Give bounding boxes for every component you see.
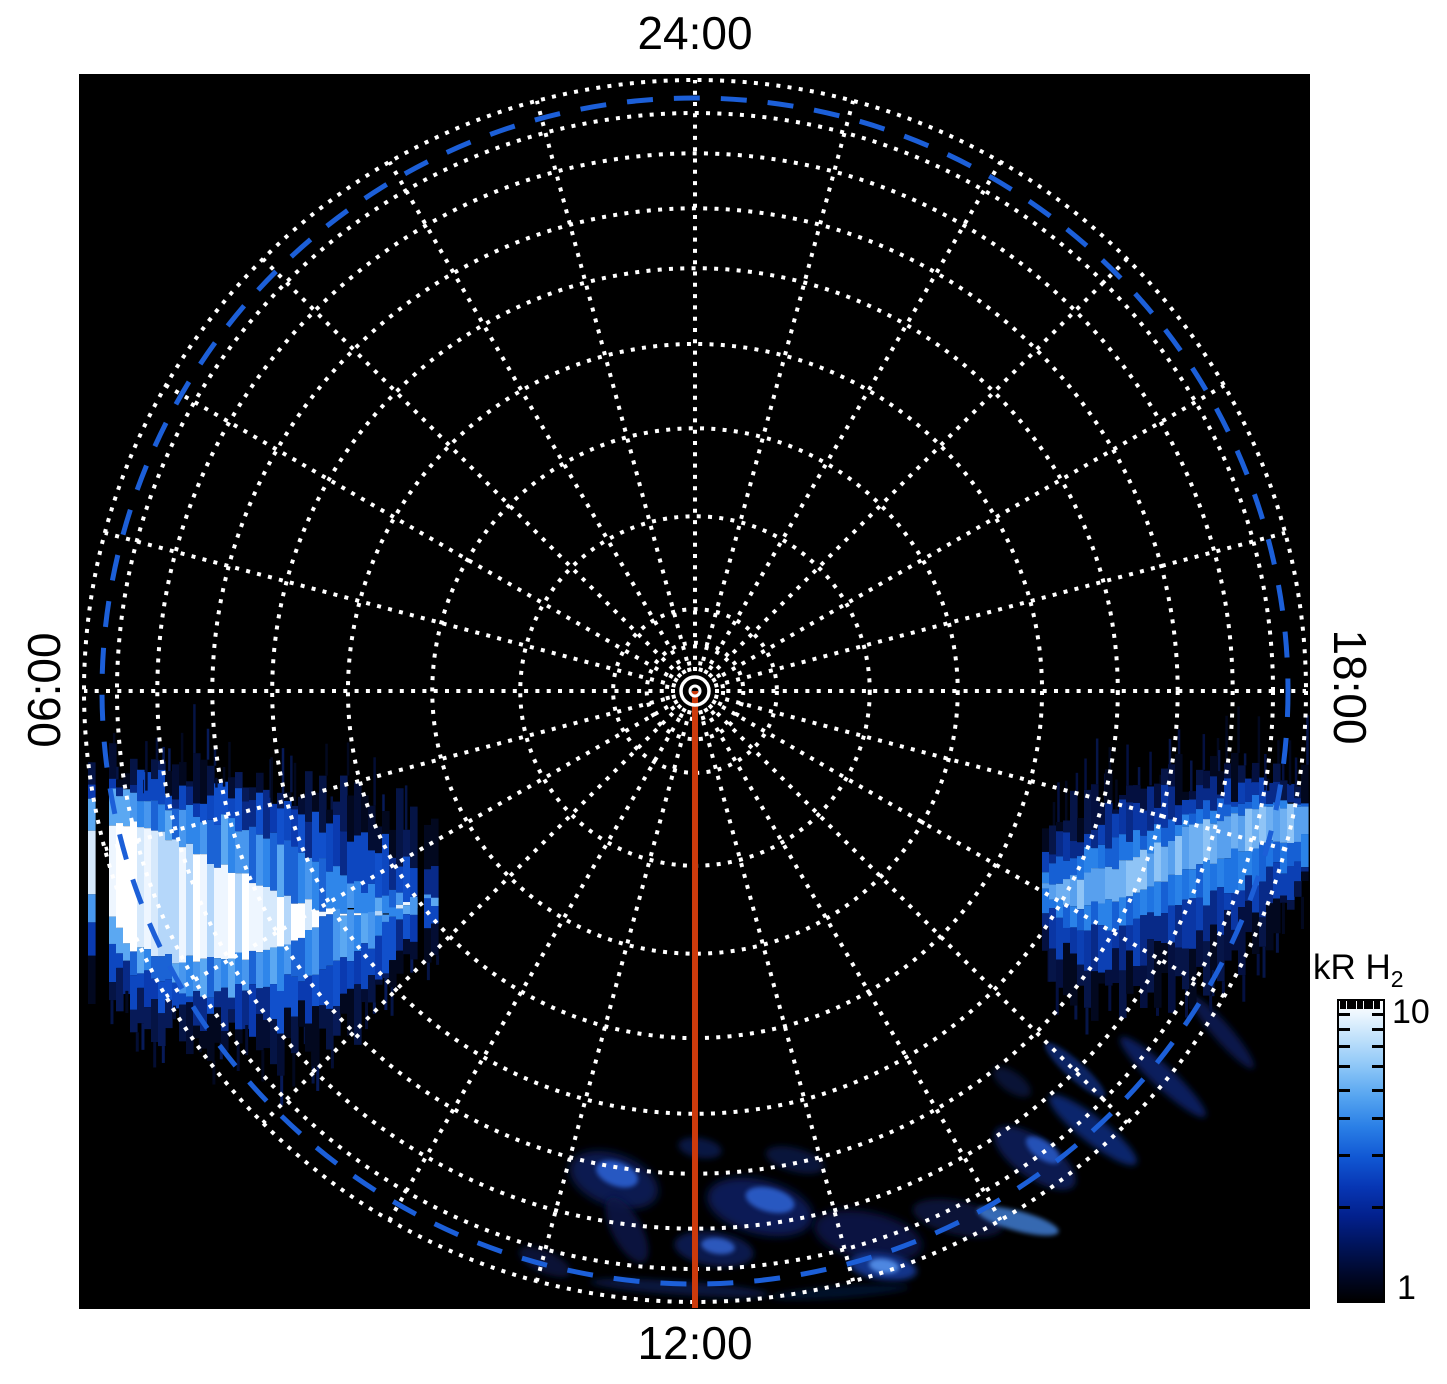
colorbar-top-minor-tick	[1377, 1001, 1380, 1009]
colorbar-title-subscript: 2	[1390, 966, 1404, 992]
label-noon-12: 12:00	[637, 1317, 753, 1369]
colorbar-top-minor-tick	[1356, 1001, 1360, 1009]
colorbar-max-label: 10	[1392, 993, 1430, 1031]
colorbar-tick	[1372, 1154, 1383, 1158]
colorbar-tick	[1339, 1154, 1350, 1158]
colorbar-min-label: 1	[1397, 1269, 1416, 1307]
colorbar-tick	[1372, 1206, 1383, 1210]
colorbar-top-minor-tick	[1350, 1001, 1354, 1009]
colorbar-top-minor-tick	[1340, 1001, 1343, 1009]
colorbar-tick	[1372, 1028, 1383, 1032]
colorbar-title: kR H2	[1313, 948, 1404, 993]
colorbar-top-minor-tick	[1370, 1001, 1374, 1009]
colorbar	[1337, 999, 1385, 1303]
colorbar-tick	[1339, 1045, 1350, 1049]
label-dusk-18: 18:00	[1324, 629, 1376, 745]
colorbar-tick	[1372, 1045, 1383, 1049]
colorbar-top-minor-tick	[1360, 1001, 1364, 1009]
label-dawn-06: 06:00	[18, 632, 70, 748]
colorbar-tick	[1372, 1117, 1383, 1121]
colorbar-top-minor-tick	[1373, 1001, 1377, 1009]
colorbar-tick	[1339, 1065, 1350, 1069]
colorbar-tick	[1372, 1065, 1383, 1069]
colorbar-tick	[1339, 1088, 1350, 1092]
colorbar-tick	[1339, 1206, 1350, 1210]
colorbar-top-minor-tick	[1343, 1001, 1347, 1009]
colorbar-top-minor-tick	[1346, 1001, 1350, 1009]
colorbar-top-minor-tick	[1353, 1001, 1357, 1009]
colorbar-tick	[1339, 1013, 1350, 1017]
colorbar-tick	[1339, 1117, 1350, 1121]
colorbar-title-text: kR H	[1313, 948, 1391, 987]
colorbar-tick	[1339, 1028, 1350, 1032]
colorbar-top-minor-tick	[1363, 1001, 1367, 1009]
colorbar-top-minor-tick	[1366, 1001, 1370, 1009]
colorbar-tick	[1372, 1013, 1383, 1017]
colorbar-tick	[1372, 1088, 1383, 1092]
aurora-polar-map	[79, 74, 1310, 1309]
label-midnight-24: 24:00	[637, 7, 753, 59]
